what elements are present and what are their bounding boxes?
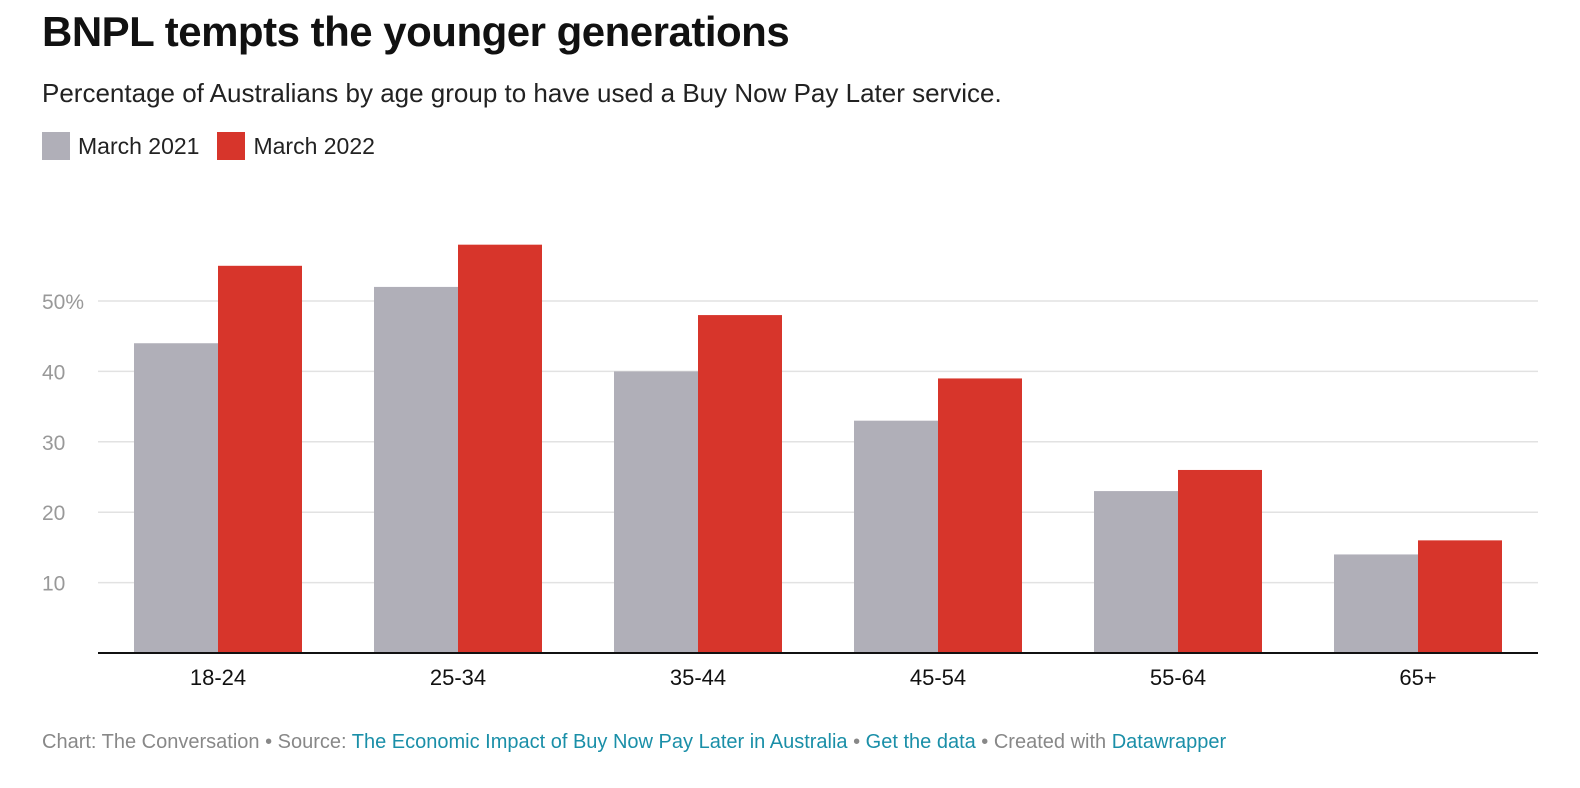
legend-label-2022: March 2022 [253, 132, 375, 159]
y-tick-label: 30 [42, 432, 65, 455]
y-tick-label: 50% [42, 291, 84, 314]
bar-45-54-march-2021 [854, 420, 938, 653]
footer: Chart: The Conversation • Source: The Ec… [42, 731, 1226, 754]
x-tick-label: 35-44 [670, 665, 726, 690]
bar-55-64-march-2022 [1178, 469, 1262, 653]
x-tick-label: 25-34 [430, 665, 486, 690]
chart-subtitle: Percentage of Australians by age group t… [42, 78, 1002, 108]
bar-65+-march-2022 [1418, 540, 1502, 653]
bar-18-24-march-2022 [218, 265, 302, 653]
bar-35-44-march-2021 [614, 371, 698, 653]
get-data-link[interactable]: Get the data [865, 731, 976, 753]
datawrapper-link[interactable]: Datawrapper [1111, 731, 1227, 753]
bar-45-54-march-2022 [938, 378, 1022, 653]
footer-created-with: • Created with [975, 731, 1112, 753]
legend-label-2021: March 2021 [78, 132, 200, 159]
x-tick-label: 18-24 [190, 665, 246, 690]
bar-chart: 10 20 30 40 50% 18-24 25-34 35-44 45-54 55-64 65+ [42, 244, 1538, 690]
x-tick-label: 45-54 [910, 665, 966, 690]
bar-25-34-march-2022 [458, 244, 542, 653]
bar-35-44-march-2022 [698, 315, 782, 653]
bar-65+-march-2021 [1334, 554, 1418, 653]
bar-55-64-march-2021 [1094, 491, 1178, 653]
legend: March 2021 March 2022 [42, 132, 393, 160]
x-tick-label: 55-64 [1150, 665, 1206, 690]
legend-item-2022: March 2022 [217, 132, 375, 160]
legend-swatch-2022 [217, 132, 246, 160]
bar-25-34-march-2021 [374, 286, 458, 653]
x-tick-label: 65+ [1399, 665, 1436, 690]
legend-item-2021: March 2021 [42, 132, 199, 160]
legend-swatch-2021 [42, 132, 70, 160]
y-tick-label: 20 [42, 502, 65, 525]
y-tick-label: 10 [42, 573, 65, 596]
footer-separator: • [847, 731, 866, 753]
source-link[interactable]: The Economic Impact of Buy Now Pay Later… [351, 731, 848, 753]
bar-18-24-march-2021 [134, 343, 218, 653]
y-tick-label: 40 [42, 361, 65, 384]
footer-credit: Chart: The Conversation • Source: [42, 731, 352, 753]
chart-title: BNPL tempts the younger generations [42, 8, 790, 55]
